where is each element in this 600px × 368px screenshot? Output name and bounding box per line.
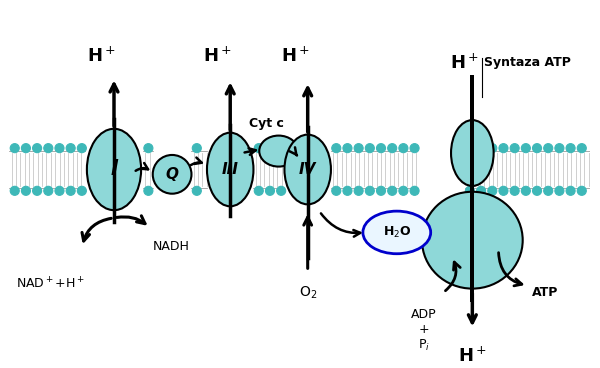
Circle shape xyxy=(388,144,397,153)
Text: H$^+$: H$^+$ xyxy=(458,347,487,366)
Circle shape xyxy=(343,186,352,195)
Bar xyxy=(253,151,284,188)
Text: O$_2$: O$_2$ xyxy=(299,285,317,301)
Bar xyxy=(464,151,590,188)
Circle shape xyxy=(533,186,542,195)
Circle shape xyxy=(332,186,341,195)
Circle shape xyxy=(476,186,485,195)
Circle shape xyxy=(544,186,553,195)
Circle shape xyxy=(22,186,31,195)
Circle shape xyxy=(265,186,274,195)
Circle shape xyxy=(32,186,41,195)
Text: ATP: ATP xyxy=(532,286,559,299)
Circle shape xyxy=(10,186,19,195)
Text: NAD$^+$+H$^+$: NAD$^+$+H$^+$ xyxy=(16,276,85,291)
Ellipse shape xyxy=(87,129,141,210)
Circle shape xyxy=(499,186,508,195)
Circle shape xyxy=(10,144,19,153)
Text: III: III xyxy=(222,162,239,177)
Circle shape xyxy=(488,186,497,195)
Circle shape xyxy=(499,144,508,153)
Circle shape xyxy=(476,144,485,153)
Circle shape xyxy=(55,186,64,195)
Circle shape xyxy=(410,186,419,195)
Circle shape xyxy=(192,186,202,195)
Circle shape xyxy=(343,144,352,153)
Bar xyxy=(331,151,416,188)
Ellipse shape xyxy=(363,211,431,254)
Circle shape xyxy=(466,144,475,153)
Circle shape xyxy=(265,144,274,153)
Circle shape xyxy=(399,186,408,195)
Circle shape xyxy=(388,186,397,195)
Circle shape xyxy=(77,144,86,153)
Circle shape xyxy=(66,144,75,153)
Circle shape xyxy=(192,144,202,153)
Circle shape xyxy=(410,144,419,153)
Circle shape xyxy=(32,144,41,153)
Text: Cyt c: Cyt c xyxy=(248,117,283,130)
Circle shape xyxy=(66,186,75,195)
Circle shape xyxy=(466,186,475,195)
Circle shape xyxy=(376,144,386,153)
Circle shape xyxy=(566,144,575,153)
Circle shape xyxy=(22,144,31,153)
Text: ADP
+
P$_i$: ADP + P$_i$ xyxy=(411,308,437,353)
Bar xyxy=(10,151,85,188)
Circle shape xyxy=(55,144,64,153)
Circle shape xyxy=(566,186,575,195)
Ellipse shape xyxy=(451,120,494,186)
Text: I: I xyxy=(110,159,118,180)
Text: Q: Q xyxy=(166,167,179,182)
Circle shape xyxy=(254,144,263,153)
Circle shape xyxy=(77,186,86,195)
Text: H$^+$: H$^+$ xyxy=(450,53,479,72)
Ellipse shape xyxy=(153,155,191,194)
Bar xyxy=(191,151,207,188)
Circle shape xyxy=(144,144,153,153)
Circle shape xyxy=(533,144,542,153)
Text: H$^+$: H$^+$ xyxy=(281,47,310,66)
Circle shape xyxy=(577,186,586,195)
Circle shape xyxy=(277,144,286,153)
Ellipse shape xyxy=(207,133,253,206)
Circle shape xyxy=(254,186,263,195)
Ellipse shape xyxy=(259,135,298,167)
Text: IV: IV xyxy=(299,162,316,177)
Bar xyxy=(143,151,153,188)
Circle shape xyxy=(144,186,153,195)
Text: Syntaza ATP: Syntaza ATP xyxy=(484,56,571,70)
Circle shape xyxy=(577,144,586,153)
Ellipse shape xyxy=(284,135,331,204)
Circle shape xyxy=(555,186,564,195)
Text: H$^+$: H$^+$ xyxy=(87,47,116,66)
Circle shape xyxy=(544,144,553,153)
Circle shape xyxy=(555,144,564,153)
Circle shape xyxy=(521,144,530,153)
Circle shape xyxy=(44,144,53,153)
Circle shape xyxy=(277,186,286,195)
Circle shape xyxy=(354,186,363,195)
Ellipse shape xyxy=(422,192,523,289)
Circle shape xyxy=(399,144,408,153)
Text: H$_2$O: H$_2$O xyxy=(383,225,411,240)
Circle shape xyxy=(332,144,341,153)
Text: H$^+$: H$^+$ xyxy=(203,47,232,66)
Text: NADH: NADH xyxy=(153,240,190,253)
Circle shape xyxy=(44,186,53,195)
Circle shape xyxy=(354,144,363,153)
Circle shape xyxy=(510,144,519,153)
Circle shape xyxy=(365,186,374,195)
Circle shape xyxy=(521,186,530,195)
Circle shape xyxy=(376,186,386,195)
Circle shape xyxy=(488,144,497,153)
Circle shape xyxy=(510,186,519,195)
Circle shape xyxy=(365,144,374,153)
